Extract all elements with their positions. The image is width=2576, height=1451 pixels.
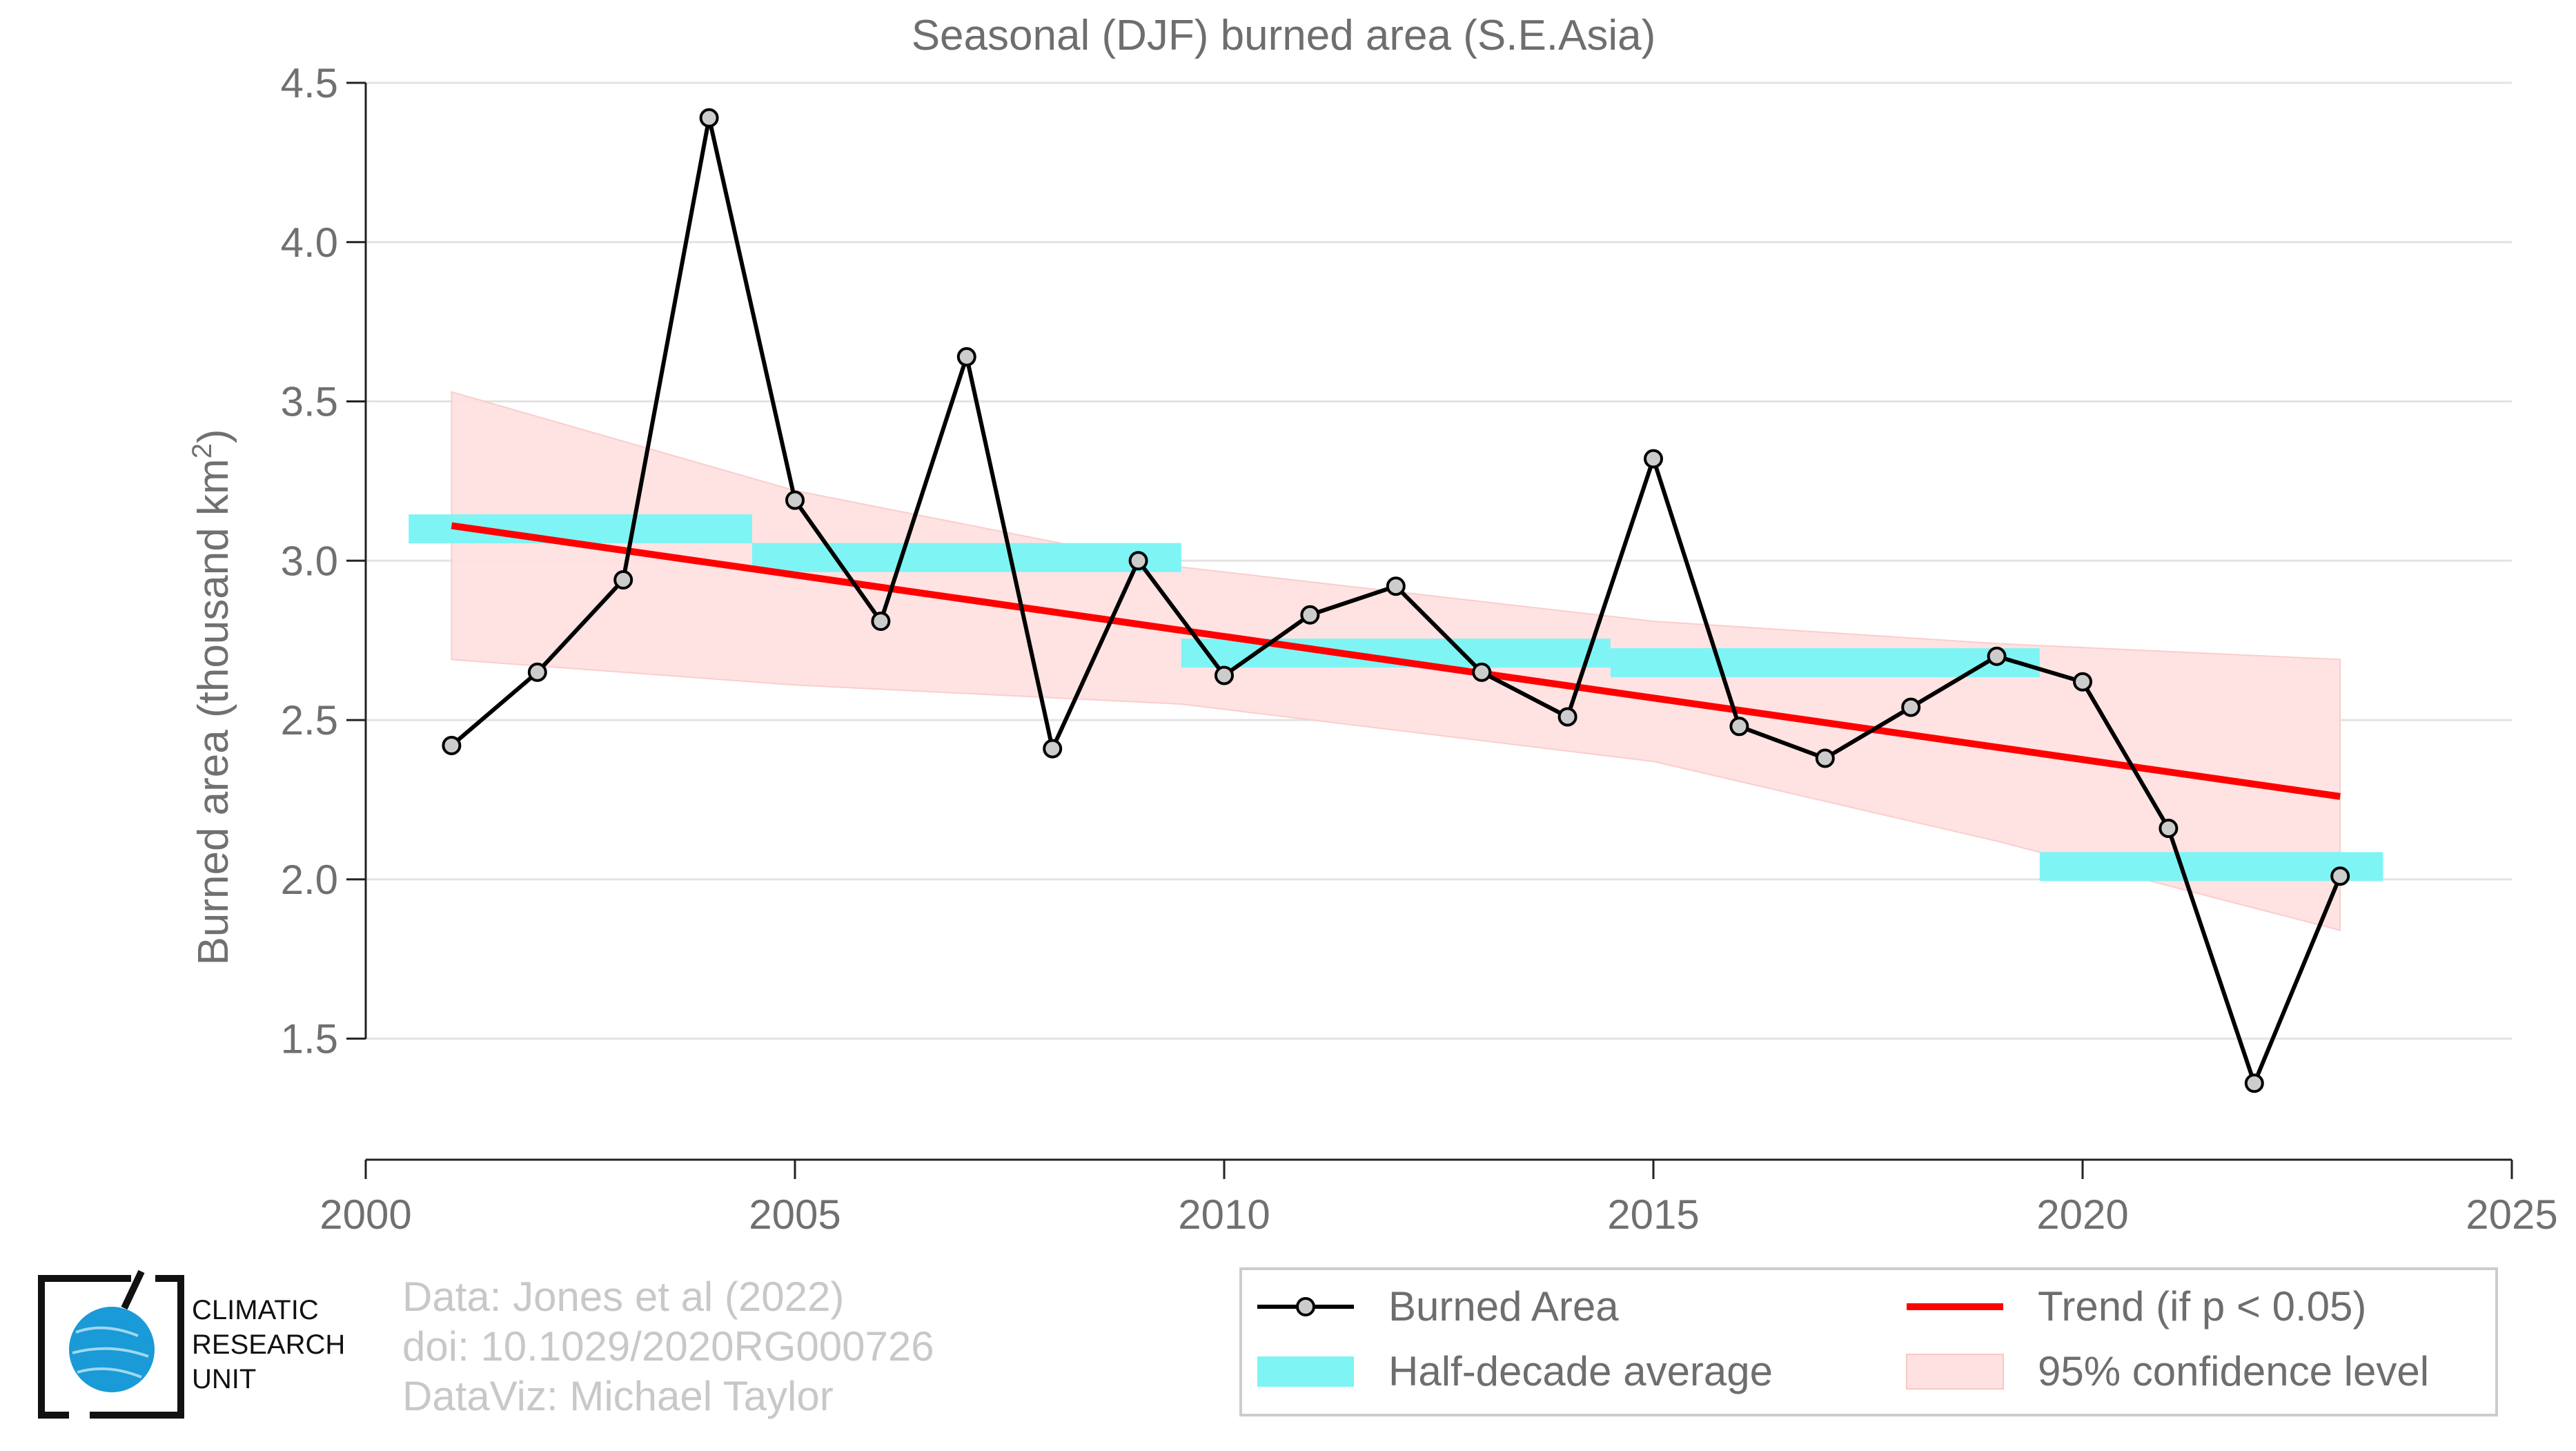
data-point bbox=[1644, 449, 1663, 469]
data-point bbox=[2244, 1073, 2264, 1093]
credits: Data: Jones et al (2022) doi: 10.1029/20… bbox=[402, 1272, 934, 1421]
data-point bbox=[1128, 551, 1148, 571]
data-point bbox=[613, 570, 633, 590]
data-point bbox=[2330, 866, 2350, 886]
organization-name: CLIMATIC RESEARCH UNIT bbox=[192, 1293, 345, 1396]
chart-title: Seasonal (DJF) burned area (S.E.Asia) bbox=[912, 12, 1656, 59]
y-tick-label: 4.5 bbox=[281, 60, 338, 106]
logo-slash bbox=[121, 1269, 145, 1310]
y-axis-label-end: ) bbox=[190, 429, 237, 443]
org-line-1: CLIMATIC bbox=[192, 1295, 319, 1325]
data-point bbox=[1386, 576, 1406, 596]
half-decade-bars bbox=[409, 514, 2383, 882]
y-tick-label: 3.0 bbox=[281, 538, 338, 584]
y-tick-label: 2.0 bbox=[281, 857, 338, 903]
legend-half-decade-swatch bbox=[1257, 1356, 1354, 1387]
data-point bbox=[699, 108, 719, 128]
y-tick-label: 3.5 bbox=[281, 379, 338, 425]
y-tick-label: 1.5 bbox=[281, 1016, 338, 1062]
x-tick-label: 2010 bbox=[1178, 1191, 1270, 1238]
org-line-2: RESEARCH bbox=[192, 1330, 346, 1360]
x-tick-label: 2000 bbox=[319, 1191, 411, 1238]
y-ticks: 1.5 2.0 2.5 3.0 3.5 4.0 4.5 bbox=[281, 60, 366, 1062]
data-point bbox=[1215, 665, 1234, 685]
data-point bbox=[1043, 739, 1063, 759]
data-point bbox=[2159, 819, 2179, 838]
half-decade-bar bbox=[1610, 648, 2040, 677]
data-point bbox=[527, 662, 547, 682]
y-tick-label: 4.0 bbox=[281, 220, 338, 266]
data-point bbox=[442, 736, 462, 755]
legend-burned-area-label: Burned Area bbox=[1388, 1283, 1619, 1330]
legend-frame bbox=[1239, 1267, 2498, 1416]
trend-line-group bbox=[451, 522, 2341, 800]
credit-doi: doi: 10.1029/2020RG000726 bbox=[402, 1323, 934, 1370]
burned-area-series bbox=[442, 108, 2350, 1093]
data-point bbox=[871, 612, 891, 631]
legend-trend-label: Trend (if p < 0.05) bbox=[2038, 1283, 2366, 1330]
data-point bbox=[2073, 672, 2092, 692]
data-point bbox=[1729, 717, 1749, 737]
y-tick-label: 2.5 bbox=[281, 697, 338, 743]
x-tick-label: 2005 bbox=[749, 1191, 840, 1238]
data-point bbox=[785, 490, 805, 510]
x-tick-label: 2015 bbox=[1607, 1191, 1699, 1238]
legend-burned-area-marker bbox=[1296, 1297, 1315, 1316]
x-ticks: 2000 2005 2010 2015 2020 2025 bbox=[319, 1160, 2558, 1238]
globe-swirl bbox=[72, 1326, 149, 1379]
data-point bbox=[1987, 646, 2007, 666]
data-point bbox=[1300, 605, 1320, 625]
data-point bbox=[1815, 748, 1835, 768]
y-axis-label: Burned area (thousand km2) bbox=[187, 429, 237, 965]
org-line-3: UNIT bbox=[192, 1364, 257, 1394]
cru-logo bbox=[38, 1269, 184, 1419]
half-decade-bar bbox=[2039, 852, 2383, 882]
y-axis-label-sup: 2 bbox=[187, 443, 217, 458]
data-point bbox=[1472, 662, 1492, 682]
half-decade-bar bbox=[751, 543, 1181, 572]
trend-line bbox=[451, 522, 2341, 800]
data-point bbox=[1901, 697, 1921, 717]
x-tick-label: 2020 bbox=[2036, 1191, 2128, 1238]
legend-confidence-swatch bbox=[1906, 1354, 2004, 1390]
y-axis-label-main: Burned area (thousand km bbox=[190, 458, 237, 965]
x-tick-label: 2025 bbox=[2466, 1191, 2557, 1238]
credit-data-source: Data: Jones et al (2022) bbox=[402, 1274, 845, 1320]
legend: Burned Area Trend (if p < 0.05) Half-dec… bbox=[1239, 1267, 2498, 1416]
legend-half-decade-label: Half-decade average bbox=[1388, 1348, 1773, 1394]
logo-bracket-right bbox=[90, 1275, 184, 1419]
credit-dataviz: DataViz: Michael Taylor bbox=[402, 1373, 834, 1419]
legend-confidence-label: 95% confidence level bbox=[2038, 1348, 2429, 1394]
data-point bbox=[956, 347, 976, 367]
data-point bbox=[1557, 707, 1577, 727]
logo-bracket-left bbox=[38, 1275, 131, 1419]
